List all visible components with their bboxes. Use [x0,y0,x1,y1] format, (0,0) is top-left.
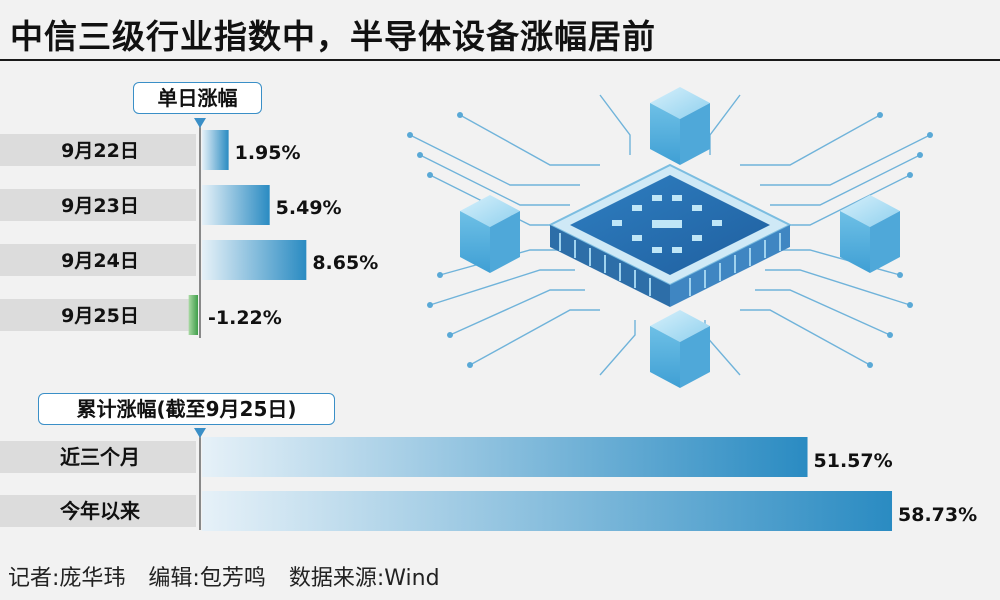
footer-reporter: 记者:庞华玮 [8,566,126,591]
daily-category-band [0,244,196,276]
daily-bar [202,240,307,280]
daily-category-label: 9月25日 [61,305,139,327]
daily-category-label: 9月22日 [61,140,139,162]
daily-category-band [0,299,196,331]
daily-value-label: -1.22% [208,307,282,329]
footer: 记者:庞华玮 编辑:包芳鸣 数据来源:Wind [8,560,456,592]
cumulative-value-label: 58.73% [898,504,977,526]
footer-editor: 编辑:包芳鸣 [148,566,266,591]
daily-value-label: 1.95% [235,142,301,164]
daily-category-band [0,134,196,166]
daily-gain-label: 单日涨幅 [133,82,262,114]
cumulative-category-band [0,441,196,473]
daily-bar-negative [188,295,198,335]
title-divider [0,59,1000,61]
cumulative-axis-marker [194,428,206,438]
cumulative-category-label: 今年以来 [60,499,141,523]
daily-category-label: 9月23日 [61,195,139,217]
cumulative-category-label: 近三个月 [60,445,140,469]
cumulative-category-band [0,495,196,527]
cumulative-bar [202,491,893,531]
daily-bar [202,130,229,170]
daily-category-label: 9月24日 [61,250,139,272]
daily-bar [202,185,270,225]
cumulative-value-label: 51.57% [814,450,893,472]
semiconductor-chip-icon [407,87,933,388]
page-title: 中信三级行业指数中，半导体设备涨幅居前 [10,17,656,56]
footer-source: 数据来源:Wind [288,566,440,591]
daily-axis-marker [194,118,206,128]
daily-value-label: 5.49% [276,197,342,219]
cumulative-bar [202,437,808,477]
daily-value-label: 8.65% [312,252,378,274]
daily-category-band [0,189,196,221]
cumulative-gain-label: 累计涨幅(截至9月25日) [38,393,335,425]
